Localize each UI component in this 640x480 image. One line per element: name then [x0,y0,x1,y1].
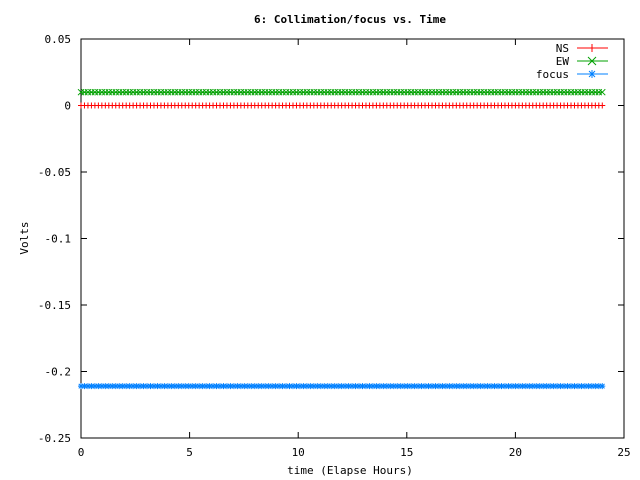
x-tick-label: 15 [400,446,413,459]
x-tick-label: 0 [78,446,85,459]
x-tick-label: 20 [509,446,522,459]
data-point [446,383,453,390]
plot-frame [80,38,625,439]
legend-label: focus [536,68,569,81]
series-focus [78,383,606,390]
x-tick-label: 25 [617,446,630,459]
legend-marker [588,70,596,78]
legend-marker [588,44,596,52]
y-tick-label: 0.05 [45,33,72,46]
y-tick-label: -0.25 [38,432,71,445]
series-layer [77,88,606,390]
legend-label: EW [556,55,570,68]
legend-label: NS [556,42,569,55]
y-tick-label: -0.2 [45,366,72,379]
y-tick-label: -0.1 [45,233,72,246]
x-tick-label: 5 [186,446,193,459]
legend-marker [587,56,597,66]
series-ns [78,102,606,109]
x-ticks: 0 5 10 15 20 25 [78,39,631,459]
y-tick-label: -0.05 [38,166,71,179]
series-ew [77,88,606,96]
data-point [599,102,606,109]
data-point [598,88,606,96]
data-point [599,383,606,390]
x-tick-label: 10 [292,446,305,459]
data-point [307,383,314,390]
y-tick-label: -0.15 [38,299,71,312]
y-tick-label: 0 [64,100,71,113]
x-axis-label: time (Elapse Hours) [287,464,413,477]
y-axis-label: Volts [18,221,31,254]
chart-title: 6: Collimation/focus vs. Time [254,13,446,26]
y-ticks: 0.05 0 -0.05 -0.1 -0.15 -0.2 -0.25 [38,33,624,445]
